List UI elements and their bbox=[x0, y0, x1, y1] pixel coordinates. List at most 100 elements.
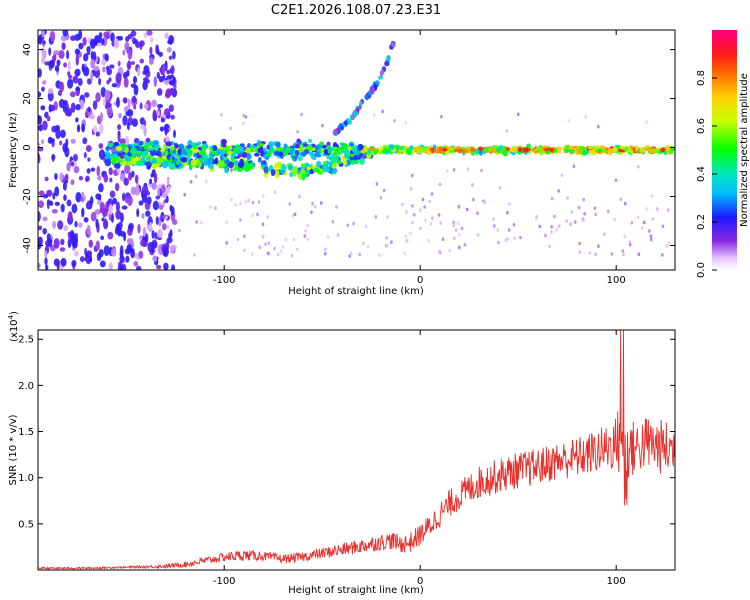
noise-cell bbox=[95, 131, 101, 137]
main-band-cell bbox=[284, 149, 289, 156]
noise-cell bbox=[122, 49, 126, 56]
noise-cell bbox=[73, 153, 78, 162]
noise-cell bbox=[166, 225, 170, 229]
noise-cell bbox=[261, 235, 265, 239]
main-band-cell bbox=[237, 145, 243, 153]
main-band-cell bbox=[511, 146, 518, 153]
snr-frame bbox=[37, 329, 676, 571]
noise-cell bbox=[239, 218, 242, 222]
noise-cell bbox=[160, 117, 166, 123]
noise-cell bbox=[642, 220, 646, 225]
rising-branch-cell bbox=[358, 105, 362, 110]
main-band-cell bbox=[588, 149, 594, 155]
noise-cell bbox=[153, 172, 158, 184]
noise-cell bbox=[47, 91, 54, 102]
main-band-cell bbox=[233, 155, 241, 160]
colorbar-gradient bbox=[712, 30, 737, 270]
noise-cell bbox=[152, 200, 159, 211]
noise-cell bbox=[135, 41, 141, 48]
noise-cell bbox=[79, 256, 85, 263]
noise-cell bbox=[597, 124, 600, 129]
noise-cell bbox=[123, 72, 128, 80]
noise-cell bbox=[466, 167, 470, 171]
noise-cell bbox=[138, 200, 144, 206]
noise-cell bbox=[507, 228, 511, 232]
main-band-cell bbox=[543, 148, 550, 152]
noise-cell bbox=[438, 249, 441, 254]
spectrogram-y-ticks: -40 -20 0 20 40 bbox=[22, 43, 675, 254]
noise-cell bbox=[480, 168, 483, 173]
main-band-cell bbox=[274, 147, 282, 152]
noise-cell bbox=[95, 209, 100, 215]
noise-cell bbox=[107, 231, 114, 240]
noise-cell bbox=[300, 112, 303, 117]
noise-cell bbox=[40, 47, 45, 53]
noise-cell bbox=[171, 264, 176, 270]
colorbar-tick-label: 0.4 bbox=[696, 166, 707, 182]
noise-cell bbox=[158, 204, 164, 210]
noise-cell bbox=[82, 137, 88, 145]
y-tick-label: -40 bbox=[22, 237, 33, 253]
noise-cell bbox=[60, 238, 65, 246]
noise-cell bbox=[364, 224, 368, 229]
noise-cell bbox=[40, 139, 44, 145]
y-tick-label: 2.5 bbox=[18, 335, 34, 346]
noise-cell bbox=[366, 244, 370, 249]
main-band-cell bbox=[373, 149, 378, 156]
main-band-cell bbox=[581, 149, 587, 156]
main-band-cell bbox=[538, 149, 544, 156]
noise-cell bbox=[247, 198, 250, 203]
noise-cell bbox=[38, 190, 45, 196]
noise-cell bbox=[314, 204, 317, 209]
noise-cell bbox=[38, 115, 43, 125]
noise-cell bbox=[279, 249, 283, 254]
noise-cell bbox=[619, 197, 623, 202]
noise-cell bbox=[352, 221, 355, 226]
noise-cell bbox=[109, 64, 115, 69]
main-band-cell bbox=[619, 145, 626, 150]
noise-cell bbox=[143, 65, 150, 75]
noise-cell bbox=[348, 254, 352, 258]
noise-cell bbox=[92, 100, 98, 110]
noise-cell bbox=[38, 262, 41, 269]
noise-cell bbox=[127, 98, 131, 109]
main-band-cell bbox=[464, 149, 469, 154]
noise-cell bbox=[421, 197, 425, 202]
noise-cell bbox=[236, 237, 240, 242]
noise-cell bbox=[119, 266, 124, 270]
noise-cell bbox=[76, 124, 81, 133]
x-tick-label: -100 bbox=[213, 275, 236, 286]
main-band-cell bbox=[137, 147, 143, 151]
main-band-cell bbox=[181, 148, 187, 155]
colorbar-tick-label: 0.0 bbox=[696, 262, 707, 278]
main-band-cell bbox=[652, 148, 657, 153]
lower-branch-cell bbox=[322, 164, 327, 173]
noise-cell bbox=[58, 82, 63, 90]
noise-cell bbox=[457, 204, 461, 209]
lower-branch-cell bbox=[161, 161, 168, 169]
lower-branch-cell bbox=[281, 163, 286, 171]
noise-cell bbox=[103, 245, 110, 256]
noise-cell bbox=[101, 217, 105, 222]
noise-cell bbox=[143, 119, 147, 127]
lower-branch-cell bbox=[304, 171, 309, 178]
noise-cell bbox=[118, 35, 123, 41]
noise-cell bbox=[441, 237, 445, 241]
noise-cell bbox=[111, 247, 117, 257]
noise-cell bbox=[126, 195, 133, 206]
noise-cell bbox=[169, 204, 173, 212]
noise-cell bbox=[166, 46, 172, 53]
noise-cell bbox=[38, 236, 43, 247]
noise-cell bbox=[92, 125, 98, 134]
main-band-cell bbox=[634, 144, 639, 151]
noise-cell bbox=[65, 110, 72, 117]
noise-cell bbox=[90, 59, 96, 69]
main-band-cell bbox=[342, 142, 348, 149]
main-band-cell bbox=[151, 149, 157, 156]
noise-cell bbox=[111, 83, 118, 88]
rising-branch-cell bbox=[352, 110, 359, 117]
main-band-cell bbox=[120, 151, 126, 156]
noise-cell bbox=[54, 201, 60, 207]
noise-cell bbox=[102, 66, 106, 73]
noise-cell bbox=[173, 84, 177, 90]
